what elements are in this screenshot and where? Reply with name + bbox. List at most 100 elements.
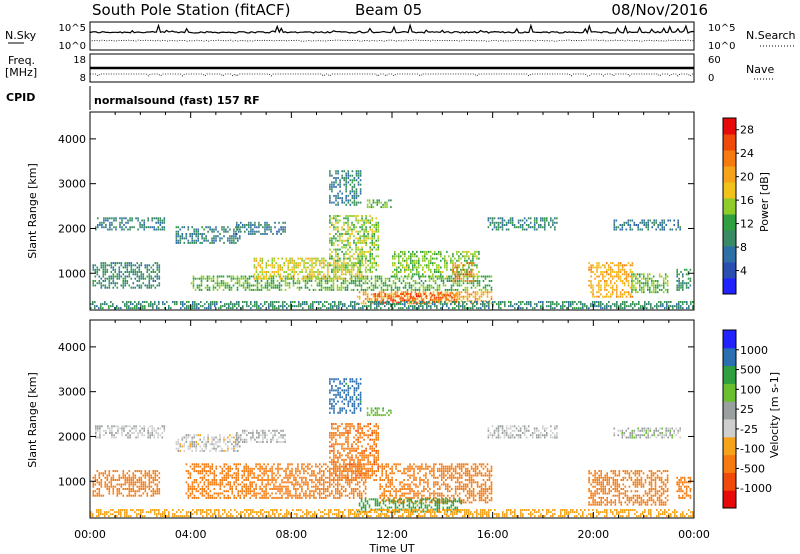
echo-cell: [228, 303, 230, 306]
cpid-program: normalsound (fast) 157 RF: [94, 94, 260, 107]
echo-cell: [384, 277, 387, 280]
echo-cell: [233, 241, 235, 244]
echo-cell: [690, 301, 692, 303]
echo-cell: [335, 215, 337, 217]
echo-cell: [215, 443, 217, 446]
echo-cell: [201, 226, 203, 229]
echo-cell: [633, 286, 635, 289]
echo-cell: [310, 280, 313, 282]
echo-cell: [199, 449, 201, 452]
echo-cell: [637, 291, 639, 294]
echo-cell: [211, 436, 213, 439]
echo-cell: [349, 233, 351, 235]
echo-cell: [248, 305, 250, 308]
echo-cell: [193, 485, 196, 488]
echo-cell: [122, 488, 125, 490]
echo-cell: [442, 305, 444, 308]
echo-cell: [104, 262, 107, 265]
echo-cell: [191, 237, 193, 240]
echo-cell: [446, 266, 448, 269]
echo-cell: [486, 275, 489, 278]
echo-cell: [371, 257, 373, 260]
echo-cell: [378, 201, 380, 204]
echo-cell: [364, 297, 367, 300]
echo-cell: [458, 257, 460, 260]
echo-cell: [647, 226, 649, 229]
echo-cell: [289, 277, 291, 280]
echo-cell: [215, 235, 217, 238]
echo-cell: [112, 286, 115, 289]
echo-cell: [148, 470, 151, 473]
echo-cell: [331, 181, 333, 184]
echo-cell: [298, 301, 300, 303]
echo-cell: [428, 277, 431, 280]
echo-cell: [339, 259, 341, 262]
echo-cell: [621, 224, 624, 226]
echo-cell: [195, 465, 198, 468]
echo-cell: [176, 303, 178, 306]
echo-cell: [343, 183, 345, 186]
echo-cell: [205, 239, 207, 242]
echo-cell: [134, 268, 137, 271]
echo-cell: [371, 235, 373, 238]
echo-cell: [608, 295, 610, 298]
echo-cell: [377, 255, 379, 258]
echo-cell: [175, 441, 178, 443]
echo-cell: [210, 277, 213, 280]
echo-cell: [108, 264, 111, 267]
echo-cell: [635, 277, 637, 280]
echo-cell: [339, 185, 341, 188]
echo-cell: [187, 472, 190, 475]
echo-cell: [598, 262, 600, 265]
echo-cell: [181, 438, 184, 441]
echo-cell: [444, 264, 446, 267]
echo-cell: [522, 307, 524, 310]
echo-cell: [209, 472, 212, 475]
echo-cell: [610, 286, 612, 289]
echo-region: [95, 425, 166, 439]
echo-cell: [184, 307, 186, 310]
echo-cell: [422, 259, 424, 262]
echo-cell: [554, 425, 556, 428]
echo-cell: [426, 301, 428, 303]
echo-cell: [446, 288, 449, 291]
echo-cell: [238, 226, 240, 229]
echo-cell: [130, 307, 132, 310]
echo-cell: [156, 483, 159, 486]
echo-cell: [354, 301, 356, 303]
echo-cell: [594, 266, 596, 269]
echo-cell: [546, 432, 548, 434]
echo-cell: [106, 479, 109, 481]
echo-cell: [682, 282, 684, 285]
echo-cell: [370, 206, 373, 209]
echo-cell: [292, 284, 295, 287]
echo-cell: [185, 237, 188, 240]
echo-cell: [482, 293, 485, 296]
echo-cell: [337, 203, 339, 206]
echo-cell: [100, 479, 103, 481]
echo-cell: [240, 230, 242, 233]
echo-cell: [367, 268, 369, 271]
echo-cell: [438, 302, 441, 305]
echo-cell: [334, 275, 337, 278]
echo-cell: [610, 295, 612, 298]
echo-cell: [497, 434, 500, 437]
echo-cell: [416, 259, 418, 262]
echo-cell: [394, 305, 396, 308]
echo-cell: [554, 217, 556, 220]
echo-cell: [118, 268, 121, 271]
echo-cell: [260, 280, 263, 282]
echo-cell: [106, 476, 109, 479]
echo-cell: [615, 288, 618, 291]
echo-cell: [211, 443, 213, 446]
echo-cell: [423, 293, 426, 295]
echo-cell: [454, 277, 457, 280]
echo-cell: [329, 174, 331, 177]
echo-cell: [153, 217, 155, 220]
echo-cell: [517, 226, 520, 229]
echo-cell: [223, 241, 225, 244]
echo-cell: [326, 282, 329, 285]
echo-cell: [641, 291, 643, 294]
echo-cell: [146, 286, 149, 289]
echo-cell: [121, 432, 123, 434]
